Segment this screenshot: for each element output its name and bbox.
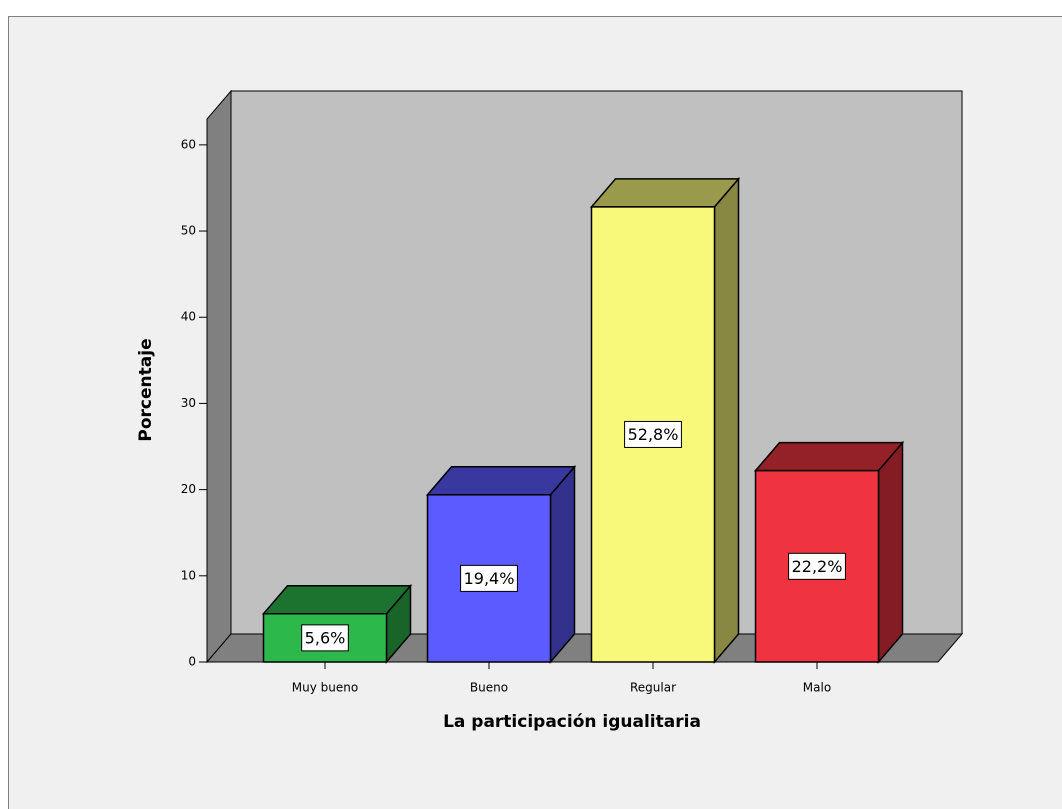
x-tick-label: Muy bueno [292,681,358,695]
y-tick-label: 50 [181,224,196,238]
y-tick-label: 0 [188,655,196,669]
value-label: 52,8% [628,425,679,444]
value-label: 5,6% [305,628,346,647]
bar-side [877,440,904,665]
bar-top [425,466,577,496]
y-tick-label: 20 [181,482,196,496]
value-label-box [301,624,349,652]
y-tick-label: 60 [181,137,196,151]
bar-side [549,464,576,665]
x-tick-label: Bueno [470,681,508,695]
y-axis-title: Porcentaje [136,338,156,441]
bar-top [589,178,741,208]
bar-top [261,584,413,615]
bar-top [753,441,905,472]
y-tick-label: 10 [181,568,196,582]
side-wall [206,89,232,664]
y-tick-label: 30 [181,396,196,410]
value-label: 19,4% [464,569,515,588]
value-label-box [788,552,846,580]
value-label: 22,2% [792,557,843,576]
value-label-box [460,564,518,592]
x-tick-label: Malo [803,681,831,695]
y-tick-label: 40 [181,310,196,324]
x-axis-title: La participación igualitaria [443,712,701,732]
bar-side [713,176,740,665]
value-label-box [624,420,682,448]
x-tick-label: Regular [630,681,676,695]
